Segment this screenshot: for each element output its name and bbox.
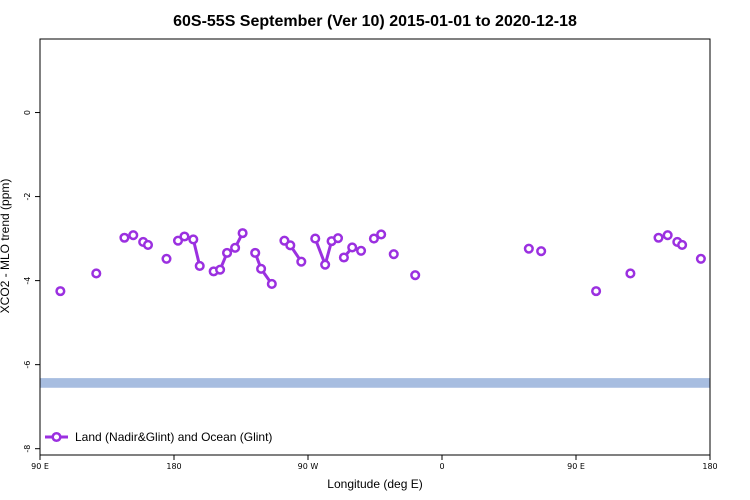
data-point [310,233,321,244]
y-tick-label: -4 [23,277,32,285]
data-point [347,242,358,253]
data-point [368,233,379,244]
data-point [179,231,190,242]
data-point [296,256,307,267]
data-point [653,232,664,243]
chart-title: 60S-55S September (Ver 10) 2015-01-01 to… [173,13,577,30]
reference-band [40,378,710,388]
data-point [237,228,248,239]
x-axis-label: Longitude (deg E) [327,477,422,491]
data-point [332,233,344,244]
data-point [677,239,688,250]
legend: Land (Nadir&Glint) and Ocean (Glint) [45,430,272,444]
data-point [230,242,241,253]
data-point [625,268,636,279]
data-point [161,253,172,264]
data-point [356,245,367,256]
x-tick-label: 180 [166,462,181,471]
x-tick-label: 0 [439,462,444,471]
data-point [215,264,226,275]
data-point [256,263,267,274]
data-point [250,247,261,258]
data-point [320,259,331,270]
legend-label: Land (Nadir&Glint) and Ocean (Glint) [75,430,272,444]
y-tick-label: -8 [23,445,32,453]
data-point [194,260,205,271]
data-point [591,286,602,297]
data-point [142,239,154,250]
x-tick-label: 180 [702,462,717,471]
data-point [376,229,387,240]
data-point [662,230,673,241]
data-point [410,270,421,281]
data-point [222,247,233,258]
data-point [266,278,277,290]
data-point [91,268,102,279]
y-tick-label: -6 [23,361,32,369]
legend-point-marker [51,431,62,443]
data-point [285,240,296,251]
data-point [523,243,534,254]
y-tick-label: -2 [23,193,32,201]
data-point [188,234,199,245]
y-tick-label: 0 [23,110,32,115]
data-point [119,232,130,243]
data-point [388,249,399,260]
plot-area-frame [39,38,711,456]
data-point [128,230,139,241]
x-tick-label: 90 E [31,462,49,471]
data-point [338,252,349,263]
x-tick-label: 90 W [298,462,319,471]
data-point [536,246,547,257]
data-point [695,253,706,264]
x-tick-label: 90 E [567,462,585,471]
y-axis-label: XCO2 - MLO trend (ppm) [0,179,12,314]
data-point [55,286,66,297]
